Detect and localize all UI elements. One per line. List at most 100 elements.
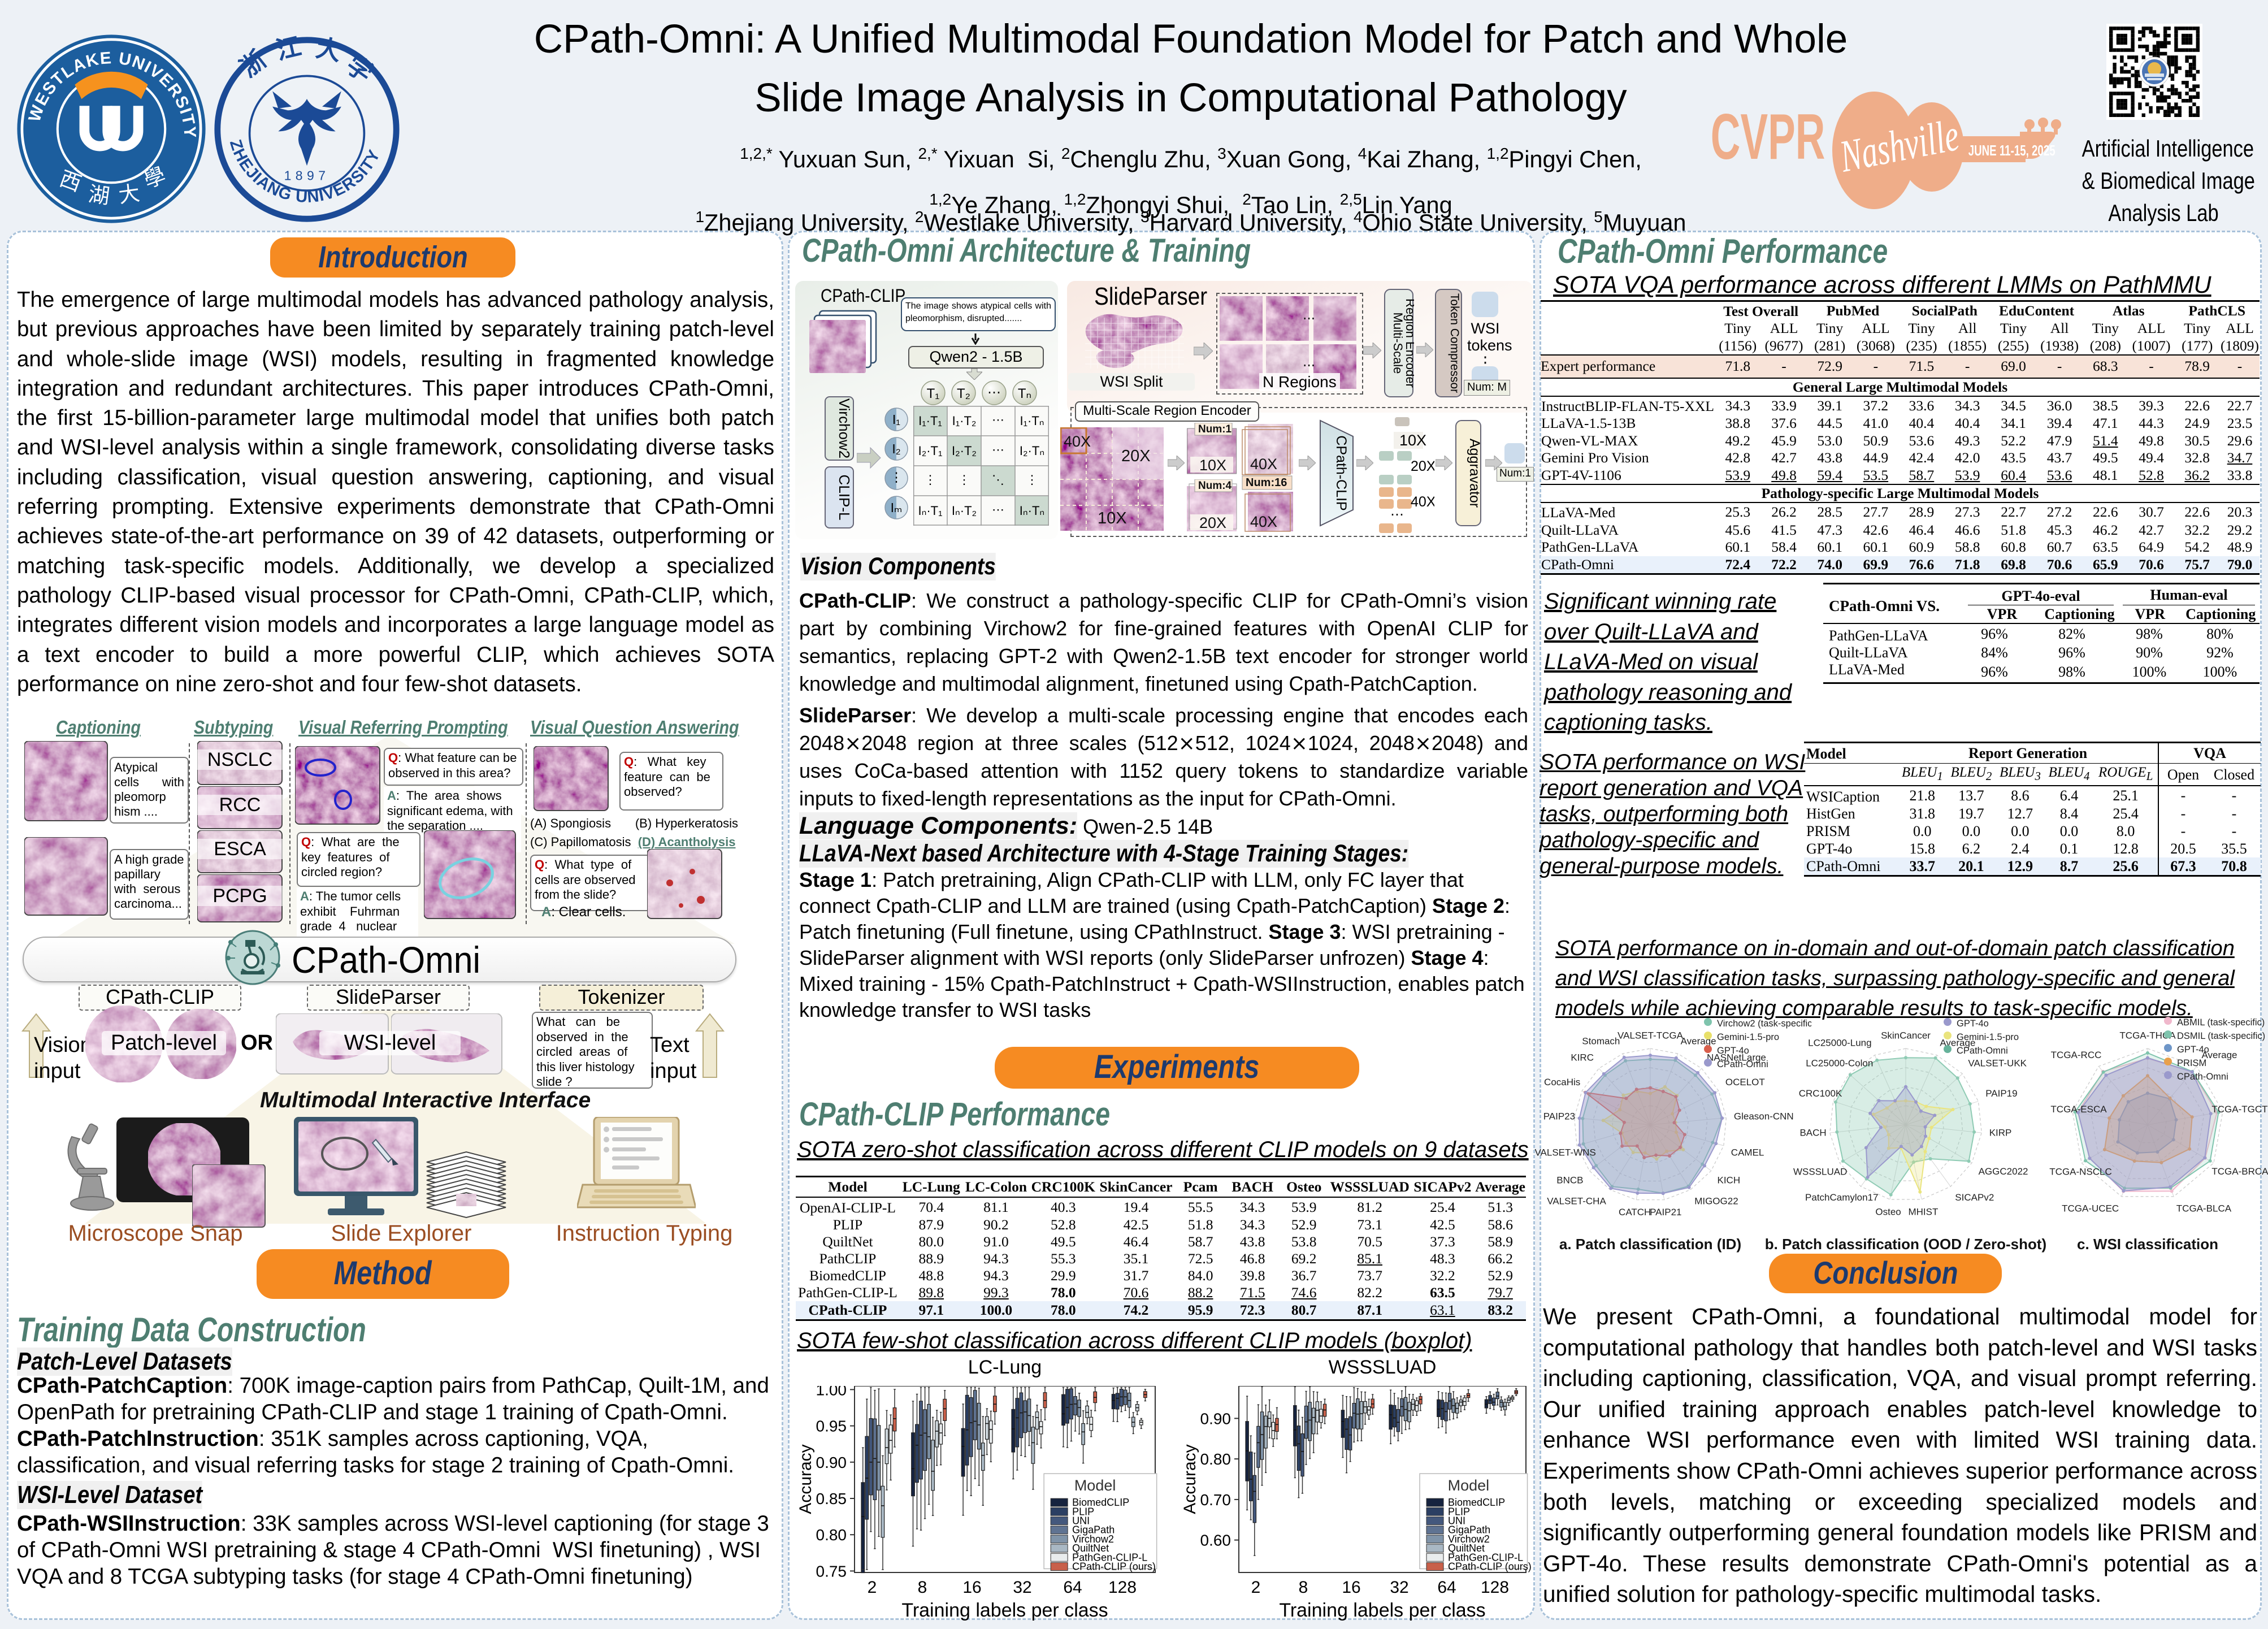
svg-text:Accuracy: Accuracy — [1181, 1444, 1199, 1514]
svg-text:0.80: 0.80 — [1200, 1450, 1231, 1468]
svg-text:湖: 湖 — [87, 183, 111, 209]
svg-text:GPT-4o: GPT-4o — [2177, 1045, 2209, 1055]
svg-text:Multi-Scale: Multi-Scale — [1391, 313, 1405, 374]
svg-text:BACH: BACH — [1799, 1128, 1826, 1138]
svg-text:GigaPath: GigaPath — [1072, 1524, 1115, 1536]
svg-text:GPT-4o: GPT-4o — [1957, 1019, 1989, 1029]
svg-text:GigaPath: GigaPath — [1448, 1524, 1490, 1536]
svg-text:CAMEL: CAMEL — [1731, 1147, 1764, 1158]
svg-text:Num:16: Num:16 — [1246, 476, 1287, 489]
svg-text:1897: 1897 — [284, 168, 330, 183]
svg-text:⋯: ⋯ — [987, 385, 1001, 400]
svg-text:Gemini-1.5-pro: Gemini-1.5-pro — [1957, 1032, 2019, 1042]
svg-text:10X: 10X — [1098, 509, 1127, 527]
svg-text:⋯: ⋯ — [1303, 358, 1315, 372]
svg-text:I₂: I₂ — [892, 441, 900, 456]
svg-text:PAIP23: PAIP23 — [1543, 1111, 1575, 1121]
svg-text:T₂: T₂ — [957, 386, 970, 401]
svg-text:QuiltNet: QuiltNet — [1448, 1543, 1485, 1554]
svg-text:PRISM: PRISM — [2177, 1058, 2206, 1068]
svg-text:NASNetLarge: NASNetLarge — [1707, 1052, 1766, 1063]
svg-text:0.70: 0.70 — [1200, 1491, 1231, 1509]
svg-text:QuiltNet: QuiltNet — [1072, 1543, 1109, 1554]
svg-text:PathGen-CLIP-L: PathGen-CLIP-L — [1448, 1552, 1523, 1563]
svg-text:VALSET-TCGA: VALSET-TCGA — [1617, 1030, 1684, 1041]
svg-text:8: 8 — [918, 1578, 927, 1597]
svg-text:20X: 20X — [1121, 447, 1151, 465]
svg-text:VALSET-WNS: VALSET-WNS — [1534, 1147, 1595, 1158]
svg-text:KICH: KICH — [1718, 1175, 1741, 1186]
svg-text:Stomach: Stomach — [1582, 1036, 1620, 1047]
svg-text:UNI: UNI — [1448, 1515, 1465, 1527]
svg-text:TCGA-NSCLC: TCGA-NSCLC — [2049, 1166, 2112, 1177]
svg-text:Num:1: Num:1 — [1198, 423, 1232, 435]
svg-text:⋮: ⋮ — [1026, 473, 1038, 487]
svg-text:Iₙ·Tₙ: Iₙ·Tₙ — [1020, 504, 1044, 518]
svg-text:Gemini-1.5-pro: Gemini-1.5-pro — [1717, 1032, 1779, 1042]
svg-text:32: 32 — [1390, 1578, 1408, 1597]
svg-text:BiomedCLIP: BiomedCLIP — [1072, 1497, 1129, 1508]
svg-text:16: 16 — [962, 1578, 981, 1597]
svg-text:40X: 40X — [1411, 494, 1434, 510]
svg-text:SkinCancer: SkinCancer — [1881, 1030, 1931, 1041]
svg-text:0.80: 0.80 — [816, 1526, 847, 1544]
svg-text:Virchow2: Virchow2 — [836, 398, 853, 458]
svg-text:⋱: ⋱ — [992, 473, 1004, 487]
svg-text:Tₙ: Tₙ — [1018, 386, 1031, 401]
svg-text:KIRP: KIRP — [1989, 1128, 2012, 1138]
svg-text:10X: 10X — [1399, 432, 1426, 449]
svg-text:10X: 10X — [1199, 457, 1226, 474]
svg-text:TCGA-BRCA: TCGA-BRCA — [2211, 1166, 2268, 1177]
svg-text:GPT-4o: GPT-4o — [1717, 1046, 1749, 1056]
svg-text:⋯: ⋯ — [1390, 507, 1404, 522]
svg-text:Virchow2 (task-specific): Virchow2 (task-specific) — [1717, 1019, 1811, 1029]
svg-text:40X: 40X — [1064, 433, 1091, 450]
svg-text:Accuracy: Accuracy — [796, 1444, 815, 1514]
svg-text:PathGen-CLIP-L: PathGen-CLIP-L — [1072, 1552, 1147, 1563]
svg-text:VALSET-CHA: VALSET-CHA — [1547, 1195, 1606, 1206]
svg-text:20X: 20X — [1411, 458, 1434, 474]
svg-text:DSMIL (task-specific): DSMIL (task-specific) — [2177, 1031, 2265, 1041]
svg-text:SICAPv2: SICAPv2 — [1955, 1192, 1994, 1203]
svg-text:0.90: 0.90 — [816, 1454, 847, 1471]
svg-text:Region Encoder: Region Encoder — [1403, 298, 1414, 388]
svg-text:Osteo: Osteo — [1875, 1206, 1901, 1217]
svg-text:CRC100K: CRC100K — [1799, 1088, 1842, 1099]
svg-text:0.60: 0.60 — [1200, 1532, 1231, 1549]
svg-text:LC25000-Colon: LC25000-Colon — [1806, 1058, 1873, 1069]
svg-text:PAIP21: PAIP21 — [1650, 1207, 1681, 1218]
svg-text:WSSSLUAD: WSSSLUAD — [1793, 1166, 1847, 1177]
svg-text:8: 8 — [1299, 1578, 1308, 1597]
svg-text:⋯: ⋯ — [992, 502, 1004, 517]
svg-text:OCELOT: OCELOT — [1725, 1077, 1765, 1088]
svg-text:Iₙ·T₁: Iₙ·T₁ — [918, 504, 942, 518]
svg-text:32: 32 — [1013, 1578, 1031, 1597]
svg-text:40X: 40X — [1250, 513, 1277, 530]
svg-text:Iₘ: Iₘ — [891, 500, 903, 515]
svg-text:128: 128 — [1108, 1578, 1137, 1597]
svg-text:AGGC2022: AGGC2022 — [1979, 1166, 2028, 1177]
svg-text:KIRC: KIRC — [1571, 1052, 1594, 1063]
svg-text:Model: Model — [1074, 1477, 1116, 1494]
svg-text:江: 江 — [274, 34, 304, 65]
svg-text:Token Compressor: Token Compressor — [1448, 293, 1461, 393]
svg-text:⋯: ⋯ — [992, 443, 1004, 457]
svg-text:⋯: ⋯ — [992, 413, 1004, 427]
svg-text:I₁·Tₙ: I₁·Tₙ — [1020, 414, 1044, 428]
svg-text:CVPR: CVPR — [1711, 101, 1825, 173]
svg-text:64: 64 — [1063, 1578, 1082, 1597]
svg-text:MIGOG22: MIGOG22 — [1694, 1195, 1738, 1206]
svg-text:CLIP-L: CLIP-L — [836, 475, 853, 521]
svg-text:ABMIL (task-specific): ABMIL (task-specific) — [2177, 1017, 2265, 1028]
svg-text:UNI: UNI — [1072, 1515, 1090, 1527]
svg-text:CPath-CLIP: CPath-CLIP — [1333, 435, 1349, 510]
svg-text:TCGA-ESCA: TCGA-ESCA — [2050, 1104, 2107, 1115]
svg-text:Training labels per class: Training labels per class — [1279, 1600, 1485, 1621]
svg-text:2: 2 — [868, 1578, 877, 1597]
svg-text:I₂·Tₙ: I₂·Tₙ — [1020, 444, 1044, 458]
svg-text:Iₙ·T₂: Iₙ·T₂ — [952, 504, 977, 518]
svg-text:CPath-CLIP (ours): CPath-CLIP (ours) — [1448, 1561, 1532, 1572]
svg-text:JUNE 11-15, 2025: JUNE 11-15, 2025 — [1968, 142, 2055, 159]
svg-text:BNCB: BNCB — [1556, 1175, 1583, 1186]
svg-text:CPath-Omni: CPath-Omni — [1717, 1059, 1768, 1069]
